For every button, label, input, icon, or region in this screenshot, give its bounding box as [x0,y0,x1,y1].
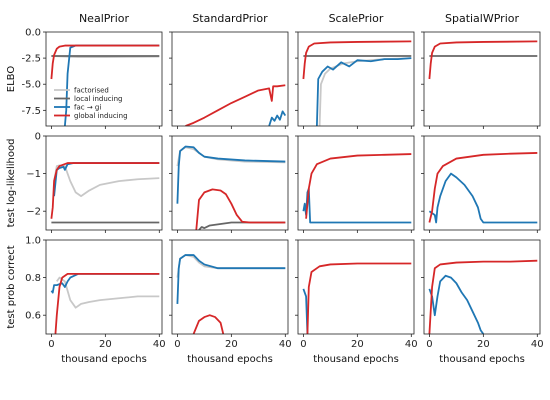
xtick-label: 20 [477,339,490,350]
panel-r1-c1 [169,135,289,233]
series-global-inducing-r2-c3 [428,259,538,334]
ytick-label: 0 [35,132,41,143]
legend-label-global-inducing: global inducing [74,112,128,120]
panel-frame-r0-c0 [45,31,163,127]
legend-label-factorised: factorised [74,87,109,95]
panel-frame-r0-c3 [423,31,541,127]
panel-r1-c2 [295,135,415,233]
series-fac-gi-r2-c3 [428,274,485,334]
column-title-2: ScalePrior [329,12,384,25]
panel-r1-c3 [421,135,541,233]
xlabel-c0: thousand epochs [61,354,147,365]
xlabel-c2: thousand epochs [313,354,399,365]
panel-r2-c0: 0 20 40 1.0 0.8 0.6 thousand epochs [25,236,166,366]
panel-frame-r1-c0 [45,135,163,231]
ytick-label: 1.0 [25,236,41,247]
ytick-label: −1 [26,169,41,180]
row-ylabel-1: test log-likelihood [6,139,17,228]
xlabel-c3: thousand epochs [439,354,525,365]
series-factorised-r2-c1 [176,254,286,278]
series-global-inducing-r0-c2 [302,40,412,80]
panel-frame-r0-c1 [171,31,289,127]
series-global-inducing-r1-c2 [305,153,412,219]
series-factorised-r2-c0 [56,276,160,309]
xtick-label: 0 [48,339,54,350]
series-local-inducing-r1-c1 [198,221,286,230]
xtick-label: 40 [531,339,544,350]
ytick-label: -5.0 [21,80,41,91]
series-global-inducing-r1-c1 [195,188,286,230]
xtick-label: 40 [405,339,418,350]
xtick-label: 20 [99,339,112,350]
xtick-label: 40 [279,339,292,350]
series-global-inducing-r1-c0 [50,162,160,219]
ytick-label: −2 [26,207,41,218]
legend-label-local-inducing: local inducing [74,95,122,103]
ytick-label: 0.8 [25,273,41,284]
xtick-label: 20 [351,339,364,350]
ytick-label: 0.0 [25,28,41,39]
series-fac-gi-r0-c2 [315,57,412,126]
panel-frame-r2-c1 [171,239,289,335]
row-ylabel-2: test prob correct [6,245,17,328]
series-fac-gi-r0-c1 [268,110,287,126]
series-global-inducing-r2-c2 [306,262,412,334]
xtick-label: 0 [300,339,306,350]
panel-frame-r1-c3 [423,135,541,231]
xtick-label: 40 [153,339,166,350]
xtick-label: 0 [426,339,432,350]
panel-r0-c1 [169,31,289,129]
series-global-inducing-r2-c0 [54,272,160,334]
ytick-label: -2.5 [21,54,41,65]
legend-label-fac-gi: fac → gi [74,104,101,112]
series-factorised-r1-c0 [53,164,160,198]
panel-frame-r0-c2 [297,31,415,127]
panel-r0-c3 [421,31,541,129]
panel-r0-c0: 0.0 -2.5 -5.0 -7.5 [21,28,163,129]
panel-r0-c2 [295,31,415,129]
series-global-inducing-r0-c3 [428,40,538,80]
panel-frame-r2-c2 [297,239,415,335]
series-fac-gi-r1-c3 [428,172,538,224]
series-factorised-r1-c1 [176,146,286,167]
panel-frame-r2-c0 [45,239,163,335]
column-title-0: NealPrior [79,12,130,25]
series-global-inducing-r2-c1 [192,314,225,334]
panel-r2-c3: 0 20 40 thousand epochs [421,239,544,365]
xtick-label: 20 [225,339,238,350]
series-fac-gi-r2-c1 [176,254,286,304]
xtick-label: 0 [174,339,180,350]
panel-frame-r2-c3 [423,239,541,335]
series-global-inducing-r0-c0 [50,44,160,80]
series-fac-gi-r1-c2 [302,187,412,224]
ytick-label: 0.6 [25,311,41,322]
series-global-inducing-r1-c3 [428,152,538,223]
series-global-inducing-r0-c1 [185,84,286,126]
row-ylabel-0: ELBO [6,66,17,93]
ytick-label: -7.5 [21,106,41,117]
panel-r2-c1: 0 20 40 thousand epochs [169,239,292,365]
series-fac-gi-r1-c1 [176,145,286,204]
panel-r1-c0: 0 −1 −2 [26,132,163,233]
column-title-3: SpatialWPrior [445,12,519,25]
panel-frame-r1-c2 [297,135,415,231]
panel-r2-c2: 0 20 40 thousand epochs [295,239,418,365]
panel-frame-r1-c1 [171,135,289,231]
xlabel-c1: thousand epochs [187,354,273,365]
column-title-1: StandardPrior [192,12,268,25]
